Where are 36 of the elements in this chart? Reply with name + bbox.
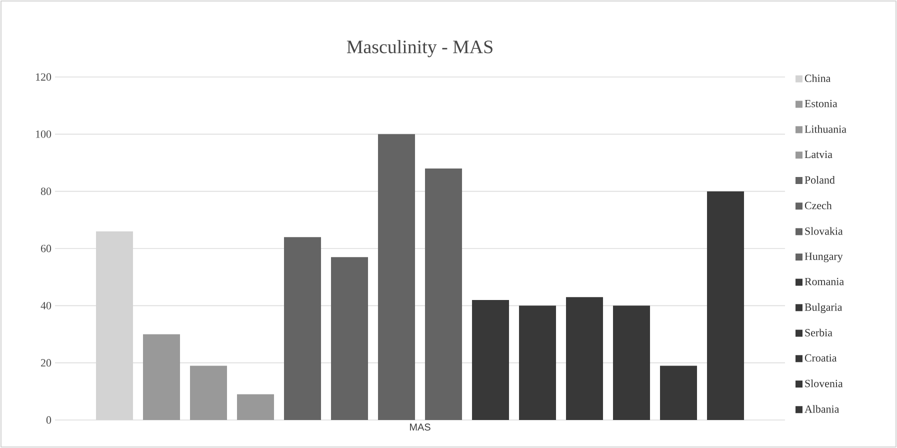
bar — [237, 394, 274, 420]
y-tick-label: 60 — [40, 244, 52, 252]
bar — [613, 306, 650, 420]
bar — [284, 237, 322, 420]
y-tick-label: 40 — [40, 302, 52, 310]
chart-title: Masculinity - MAS — [346, 40, 492, 58]
legend-label: Slovakia — [805, 227, 843, 235]
legend-label: Slovenia — [805, 380, 843, 388]
y-tick-label: 80 — [40, 188, 52, 196]
bar — [566, 297, 604, 420]
legend-label: Latvia — [804, 150, 832, 158]
bar — [472, 300, 510, 420]
legend-label: Bulgaria — [804, 303, 842, 314]
legend-label: Serbia — [805, 328, 832, 336]
legend-label: China — [804, 74, 831, 82]
y-tick-label: 100 — [36, 130, 52, 138]
bar — [331, 257, 368, 420]
legend-label: Hungary — [804, 252, 843, 262]
bar — [519, 306, 556, 420]
legend-label: Croatia — [804, 354, 837, 362]
legend-label: Romania — [804, 278, 844, 286]
bar — [378, 134, 416, 420]
legend-label: Estonia — [804, 100, 838, 108]
legend-label: Czech — [804, 202, 832, 210]
bar — [707, 191, 744, 420]
legend-label: Lithuania — [804, 125, 846, 133]
x-tick-label: MAS — [410, 424, 430, 431]
legend-label: Poland — [804, 176, 835, 184]
legend-label: Albania — [804, 405, 840, 413]
bar — [143, 334, 180, 420]
y-tick-label: 20 — [41, 359, 52, 367]
y-tick-label: 120 — [36, 73, 52, 81]
bar — [425, 168, 462, 420]
bar — [190, 366, 228, 420]
y-tick-label: 0 — [46, 416, 52, 424]
bar — [660, 366, 698, 420]
